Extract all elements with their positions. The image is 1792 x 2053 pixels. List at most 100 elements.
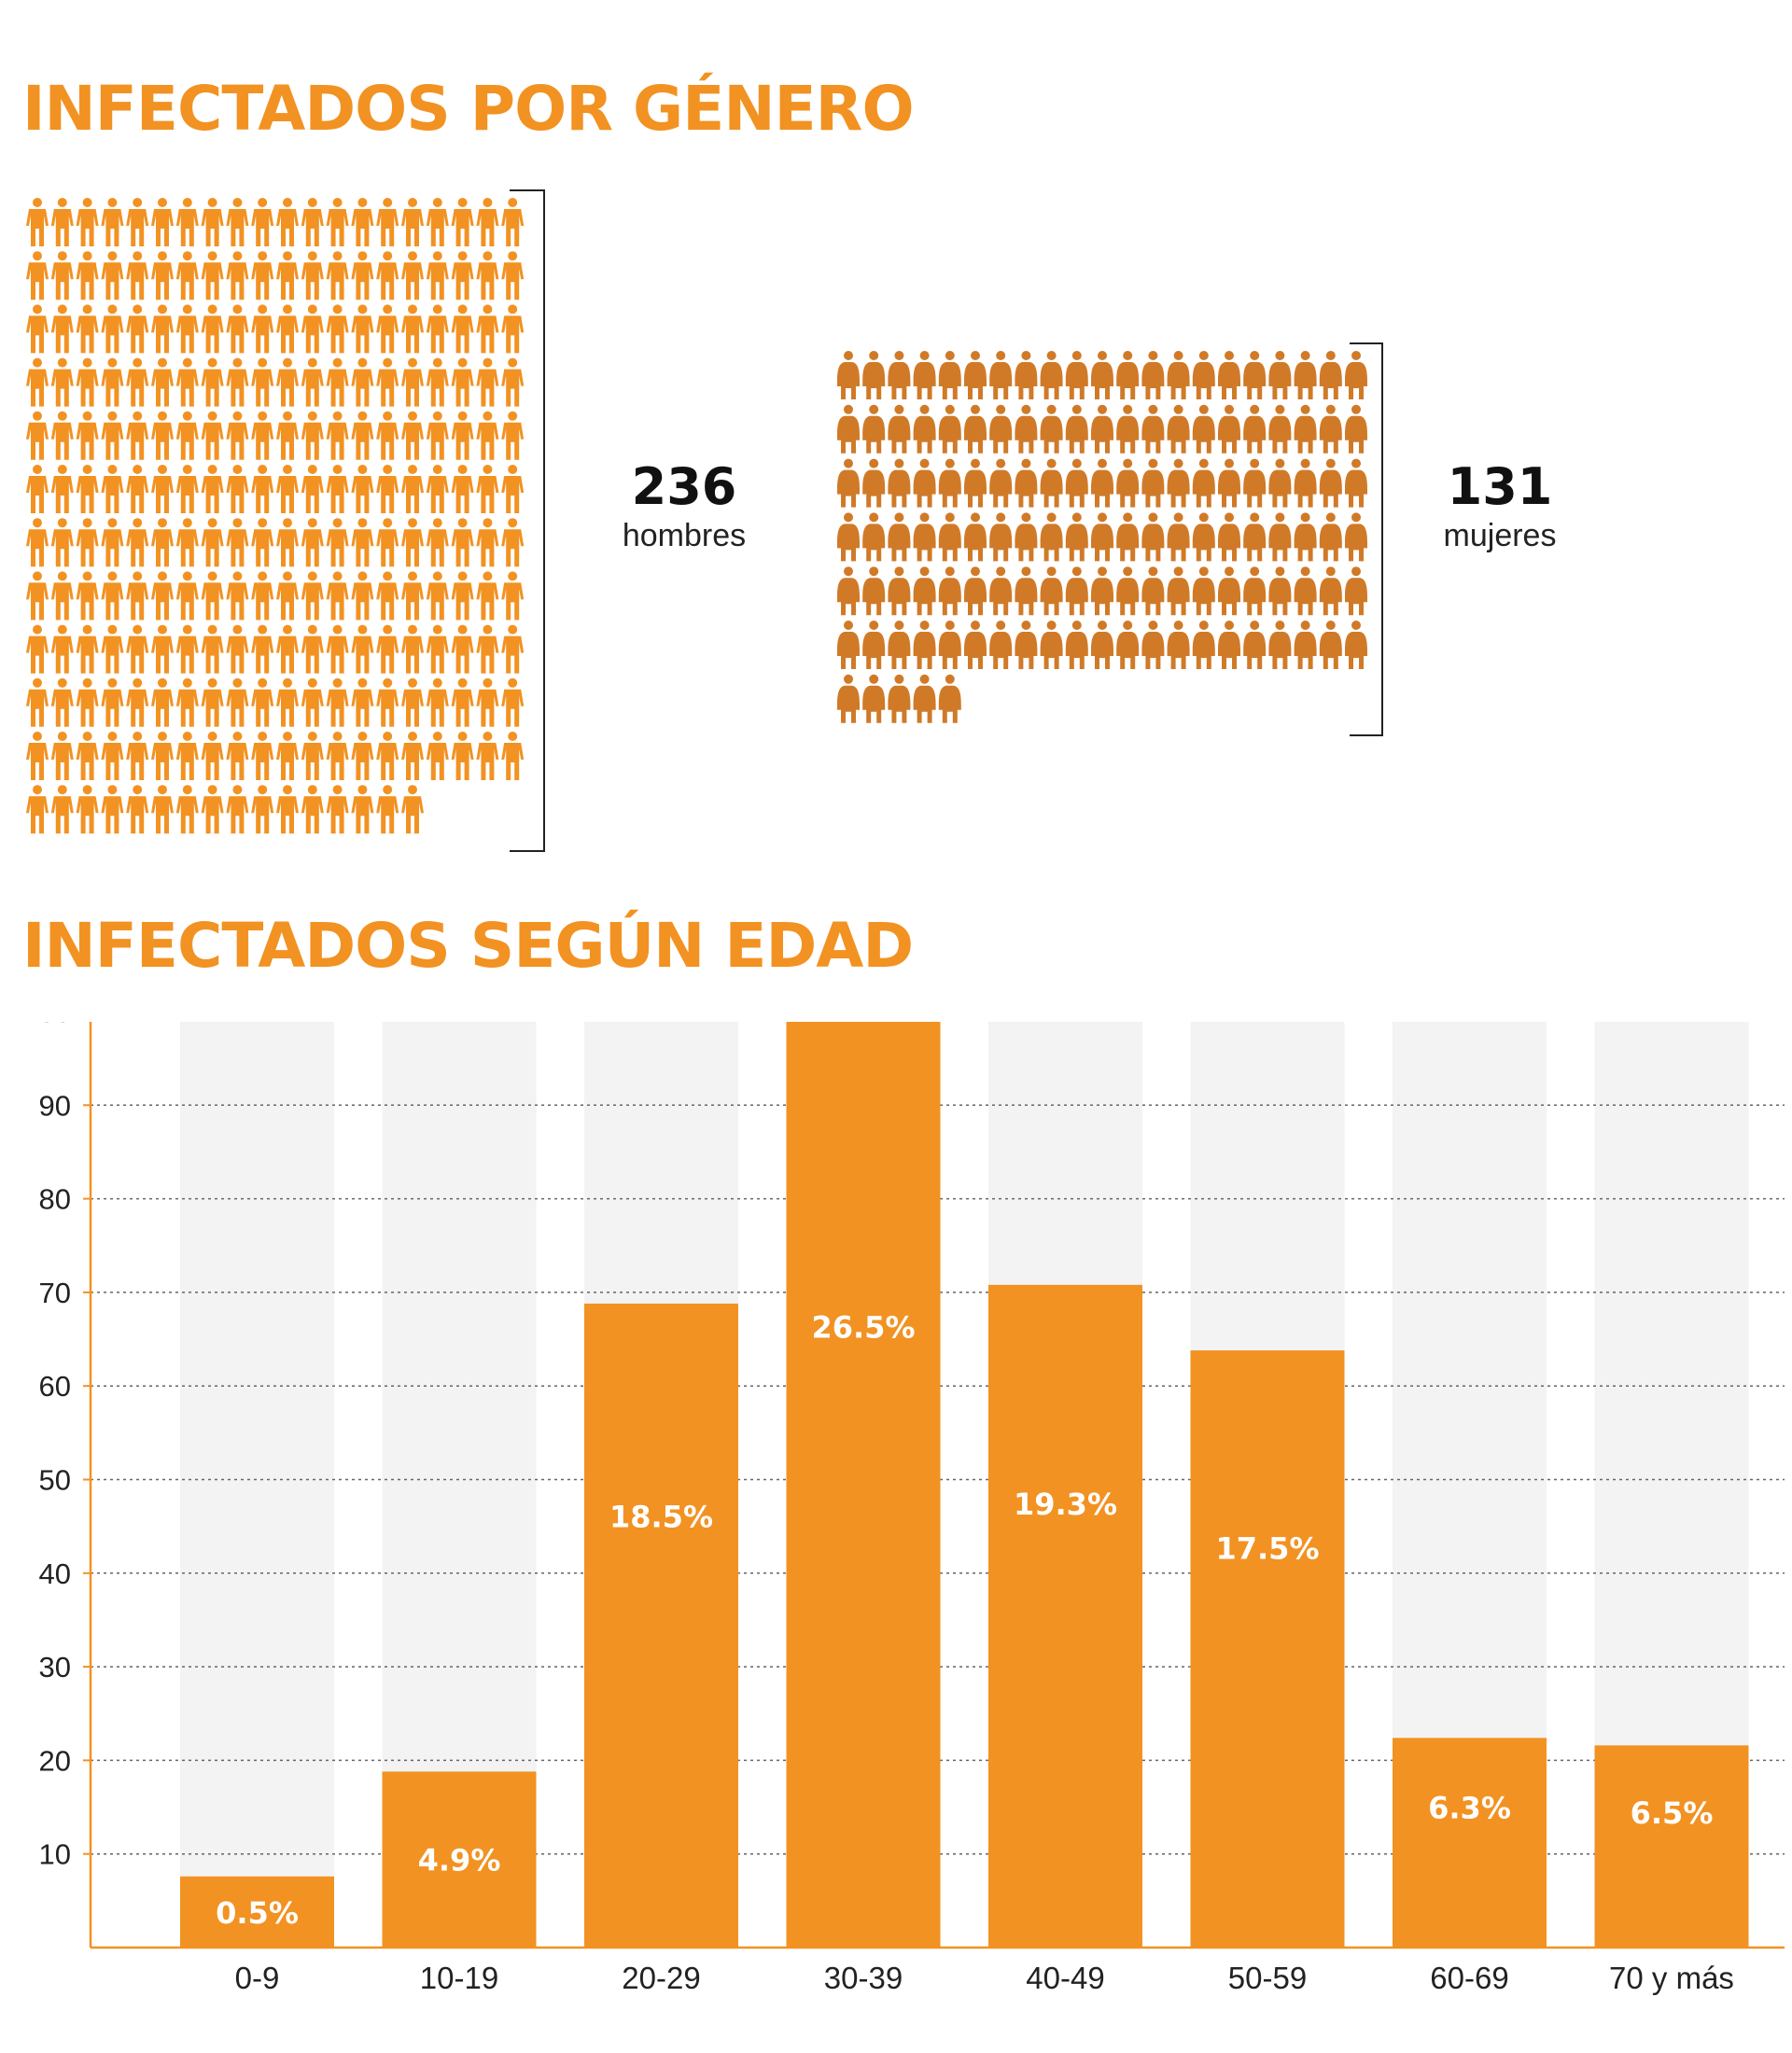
man-icon (501, 624, 525, 674)
woman-icon (1141, 351, 1165, 399)
woman-icon (1116, 351, 1140, 399)
woman-icon (1015, 512, 1038, 562)
man-icon (201, 518, 224, 567)
man-icon (351, 732, 374, 780)
woman-icon (1065, 621, 1088, 669)
woman-icon (913, 512, 936, 562)
man-icon (126, 251, 149, 300)
man-icon (476, 518, 499, 567)
man-icon (251, 571, 274, 621)
man-icon (326, 785, 349, 834)
woman-icon (862, 621, 886, 669)
woman-icon (1040, 351, 1063, 399)
man-icon (101, 518, 124, 567)
bar (786, 1022, 941, 1948)
man-icon (326, 198, 349, 246)
man-icon (301, 357, 324, 407)
woman-icon (1243, 621, 1267, 669)
woman-icon (913, 351, 936, 399)
man-icon (226, 465, 249, 513)
man-icon (226, 518, 249, 567)
bar (1594, 1745, 1749, 1948)
man-icon (126, 571, 149, 621)
man-icon (151, 571, 174, 621)
woman-icon (1218, 566, 1240, 616)
man-icon (76, 785, 99, 834)
man-icon (501, 357, 525, 407)
y-tick-label: 10 (39, 1838, 71, 1871)
woman-icon (913, 404, 936, 454)
bar-data-label: 18.5% (609, 1500, 713, 1535)
man-icon (101, 198, 124, 246)
bar-data-label: 0.5% (216, 1895, 299, 1931)
woman-icon (989, 566, 1013, 616)
man-icon (26, 357, 49, 407)
man-icon (175, 465, 199, 513)
man-icon (26, 571, 49, 621)
woman-icon (1167, 351, 1190, 399)
man-icon (126, 411, 149, 460)
woman-icon (837, 621, 860, 669)
woman-icon (913, 566, 936, 616)
man-icon (76, 357, 99, 407)
man-icon (401, 571, 424, 621)
man-icon (151, 251, 174, 300)
man-icon (26, 732, 49, 780)
man-icon (201, 304, 224, 354)
age-title: INFECTADOS SEGÚN EDAD (22, 910, 914, 982)
man-icon (226, 304, 249, 354)
woman-icon (1091, 404, 1113, 454)
woman-icon (964, 621, 987, 669)
man-icon (426, 571, 449, 621)
man-icon (301, 411, 324, 460)
man-icon (276, 624, 299, 674)
man-icon (376, 732, 399, 780)
woman-icon (938, 566, 961, 616)
man-icon (351, 357, 374, 407)
man-icon (451, 411, 474, 460)
age-bar-chart: 10 20 30 40 50 60 70 80 90 100 0.5% 0-9 4.9% 10-19 18.… (22, 1022, 1785, 1995)
men-icon-grid (26, 198, 526, 843)
man-icon (201, 785, 224, 834)
man-icon (50, 357, 74, 407)
woman-icon (888, 458, 911, 508)
woman-icon (1268, 566, 1292, 616)
x-category-label: 70 y más (1609, 1961, 1734, 1995)
man-icon (151, 357, 174, 407)
woman-icon (1268, 621, 1292, 669)
man-icon (126, 677, 149, 727)
woman-icon (888, 674, 911, 723)
man-icon (501, 198, 525, 246)
man-icon (451, 304, 474, 354)
man-icon (476, 677, 499, 727)
woman-icon (938, 674, 961, 723)
man-icon (226, 251, 249, 300)
man-icon (175, 677, 199, 727)
man-icon (151, 465, 174, 513)
woman-icon (1192, 512, 1215, 562)
man-icon (50, 465, 74, 513)
man-icon (76, 251, 99, 300)
woman-icon (1065, 404, 1088, 454)
woman-icon (1015, 621, 1038, 669)
man-icon (351, 785, 374, 834)
woman-icon (1141, 458, 1165, 508)
man-icon (476, 732, 499, 780)
man-icon (101, 732, 124, 780)
man-icon (251, 198, 274, 246)
man-icon (76, 677, 99, 727)
man-icon (26, 677, 49, 727)
woman-icon (938, 458, 961, 508)
category-band (180, 1022, 334, 1948)
man-icon (175, 518, 199, 567)
woman-icon (938, 621, 961, 669)
man-icon (151, 518, 174, 567)
woman-icon (1243, 351, 1267, 399)
woman-icon (938, 404, 961, 454)
man-icon (226, 677, 249, 727)
x-category-label: 50-59 (1228, 1961, 1307, 1995)
man-icon (101, 677, 124, 727)
man-icon (276, 411, 299, 460)
man-icon (351, 677, 374, 727)
man-icon (476, 571, 499, 621)
